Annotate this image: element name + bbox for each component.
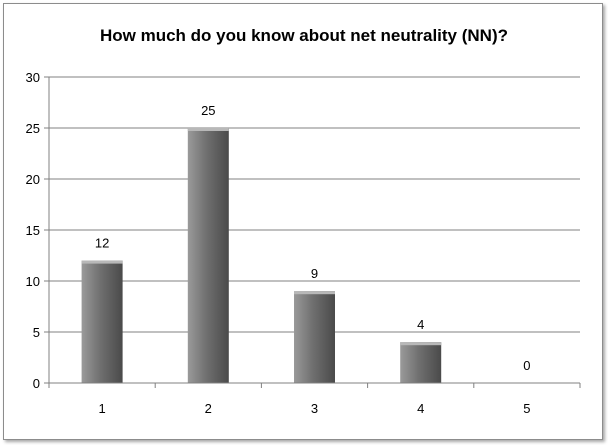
data-label: 12 bbox=[95, 236, 109, 251]
data-label: 0 bbox=[523, 358, 530, 373]
data-label: 9 bbox=[311, 266, 318, 281]
x-tick-label: 5 bbox=[523, 401, 530, 416]
y-tick-label: 25 bbox=[26, 121, 40, 136]
y-tick-label: 10 bbox=[26, 274, 40, 289]
y-tick-label: 5 bbox=[33, 325, 40, 340]
bars bbox=[81, 128, 442, 383]
x-tick-label: 3 bbox=[311, 401, 318, 416]
chart-title: How much do you know about net neutralit… bbox=[100, 26, 508, 45]
bar bbox=[400, 342, 442, 383]
bar-top-highlight bbox=[294, 291, 335, 295]
y-tick-label: 30 bbox=[26, 70, 40, 85]
x-tick-label: 4 bbox=[417, 401, 424, 416]
axes bbox=[44, 76, 581, 388]
y-tick-label: 15 bbox=[26, 223, 40, 238]
bar-top-highlight bbox=[81, 260, 123, 264]
y-tick-label: 0 bbox=[33, 376, 40, 391]
bar bbox=[187, 128, 229, 383]
bar bbox=[81, 260, 123, 383]
data-label: 25 bbox=[201, 103, 215, 118]
x-tick-label: 2 bbox=[205, 401, 212, 416]
bar-top-highlight bbox=[400, 342, 442, 346]
bar bbox=[294, 291, 335, 383]
y-tick-label: 20 bbox=[26, 172, 40, 187]
x-tick-label: 1 bbox=[98, 401, 105, 416]
labels: 0 5 10 15 20 25 30 12 1 25 2 9 3 4 4 0 5 bbox=[26, 70, 531, 416]
data-label: 4 bbox=[417, 317, 424, 332]
bar-top-highlight bbox=[187, 128, 229, 131]
